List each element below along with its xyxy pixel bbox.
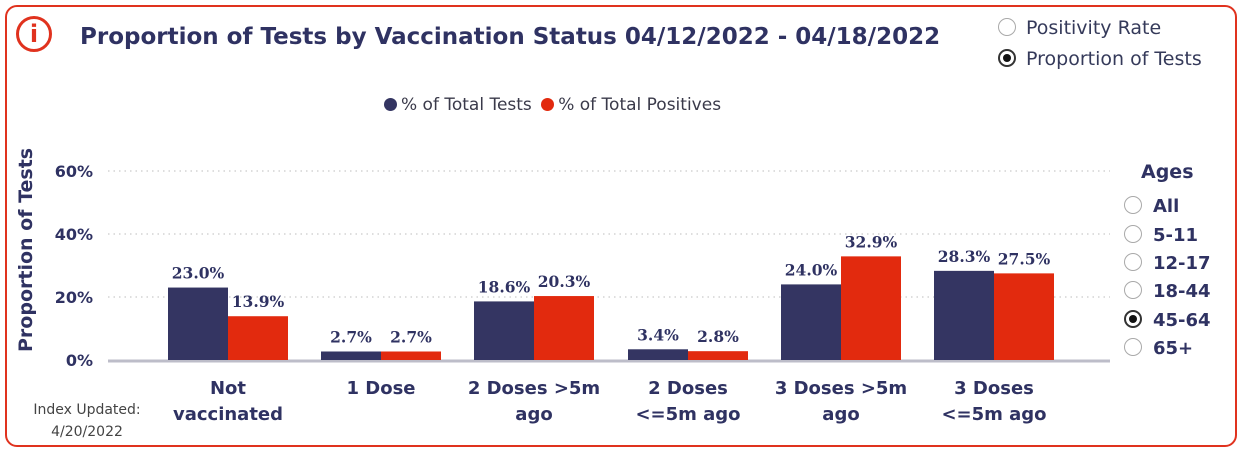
bar bbox=[994, 273, 1054, 360]
legend-dot-icon bbox=[541, 98, 555, 111]
x-tick-label: vaccinated bbox=[173, 404, 283, 425]
x-tick-label: 2 Doses bbox=[648, 378, 728, 399]
age-label: 65+ bbox=[1153, 338, 1194, 359]
toggle-label: Proportion of Tests bbox=[1026, 48, 1202, 70]
bar bbox=[321, 351, 381, 360]
age-option-all[interactable]: All bbox=[1124, 196, 1179, 217]
data-label: 2.8% bbox=[697, 327, 739, 346]
data-label: 23.0% bbox=[172, 264, 225, 283]
radio-icon[interactable] bbox=[1124, 225, 1142, 243]
footnote-line: Index Updated: bbox=[33, 402, 141, 418]
y-tick-label: 0% bbox=[66, 351, 93, 370]
radio-selected-icon[interactable] bbox=[998, 49, 1016, 67]
bar bbox=[934, 270, 994, 360]
bar bbox=[381, 351, 441, 360]
radio-icon[interactable] bbox=[1124, 338, 1142, 356]
ages-title: Ages bbox=[1141, 161, 1194, 183]
radio-icon[interactable] bbox=[998, 18, 1016, 36]
age-option-65-plus[interactable]: 65+ bbox=[1124, 338, 1193, 359]
age-label: 45-64 bbox=[1153, 310, 1211, 331]
radio-selected-icon[interactable] bbox=[1124, 310, 1142, 328]
radio-icon[interactable] bbox=[1124, 253, 1142, 271]
footnote-date: 4/20/2022 bbox=[51, 424, 123, 440]
legend-label: % of Total Tests bbox=[401, 95, 532, 115]
age-label: All bbox=[1153, 196, 1180, 217]
x-tick-label: 2 Doses >5m bbox=[468, 378, 600, 399]
info-icon[interactable]: i bbox=[16, 16, 52, 52]
data-label: 27.5% bbox=[998, 249, 1051, 268]
bar bbox=[841, 256, 901, 360]
data-label: 20.3% bbox=[538, 272, 591, 291]
radio-icon[interactable] bbox=[1124, 281, 1142, 299]
y-tick-label: 60% bbox=[55, 162, 93, 181]
bar bbox=[228, 316, 288, 360]
data-label: 2.7% bbox=[390, 327, 432, 346]
x-tick-label: Not bbox=[210, 378, 246, 399]
x-tick-label: 3 Doses >5m bbox=[775, 378, 907, 399]
legend-item-tests[interactable]: % of Total Tests bbox=[384, 95, 532, 115]
y-tick-label: 20% bbox=[55, 288, 93, 307]
card-frame bbox=[5, 5, 1237, 447]
y-tick-label: 40% bbox=[55, 225, 93, 244]
age-option-45-64[interactable]: 45-64 bbox=[1124, 310, 1211, 331]
bar bbox=[168, 287, 228, 360]
x-tick-label: 3 Doses bbox=[954, 378, 1034, 399]
data-label: 28.3% bbox=[938, 247, 991, 266]
legend-item-positives[interactable]: % of Total Positives bbox=[541, 95, 721, 115]
bar bbox=[688, 351, 748, 360]
chart-title: Proportion of Tests by Vaccination Statu… bbox=[80, 24, 941, 50]
index-updated-note: Index Updated: 4/20/2022 bbox=[22, 399, 152, 443]
legend-label: % of Total Positives bbox=[558, 95, 722, 115]
age-option-5-11[interactable]: 5-11 bbox=[1124, 225, 1198, 246]
age-label: 5-11 bbox=[1153, 225, 1199, 246]
data-label: 24.0% bbox=[785, 260, 838, 279]
age-option-12-17[interactable]: 12-17 bbox=[1124, 253, 1211, 274]
x-tick-label: ago bbox=[515, 404, 552, 425]
x-tick-label: 1 Dose bbox=[346, 378, 415, 399]
x-tick-label: <=5m ago bbox=[635, 404, 740, 425]
age-label: 12-17 bbox=[1153, 253, 1211, 274]
data-label: 32.9% bbox=[845, 232, 898, 251]
age-label: 18-44 bbox=[1153, 281, 1211, 302]
bar bbox=[628, 349, 688, 360]
data-label: 18.6% bbox=[478, 277, 531, 296]
x-tick-label: ago bbox=[822, 404, 859, 425]
data-label: 13.9% bbox=[232, 292, 285, 311]
radio-icon[interactable] bbox=[1124, 196, 1142, 214]
toggle-label: Positivity Rate bbox=[1026, 17, 1162, 39]
legend-dot-icon bbox=[384, 98, 397, 111]
toggle-proportion-of-tests[interactable]: Proportion of Tests bbox=[998, 48, 1202, 70]
data-label: 2.7% bbox=[330, 327, 372, 346]
bar bbox=[781, 284, 841, 360]
x-tick-label: <=5m ago bbox=[941, 404, 1046, 425]
age-option-18-44[interactable]: 18-44 bbox=[1124, 281, 1211, 302]
bar bbox=[534, 296, 594, 360]
data-label: 3.4% bbox=[637, 325, 679, 344]
chart-legend: % of Total Tests % of Total Positives bbox=[384, 95, 725, 115]
toggle-positivity-rate[interactable]: Positivity Rate bbox=[998, 17, 1161, 39]
bar bbox=[474, 301, 534, 360]
